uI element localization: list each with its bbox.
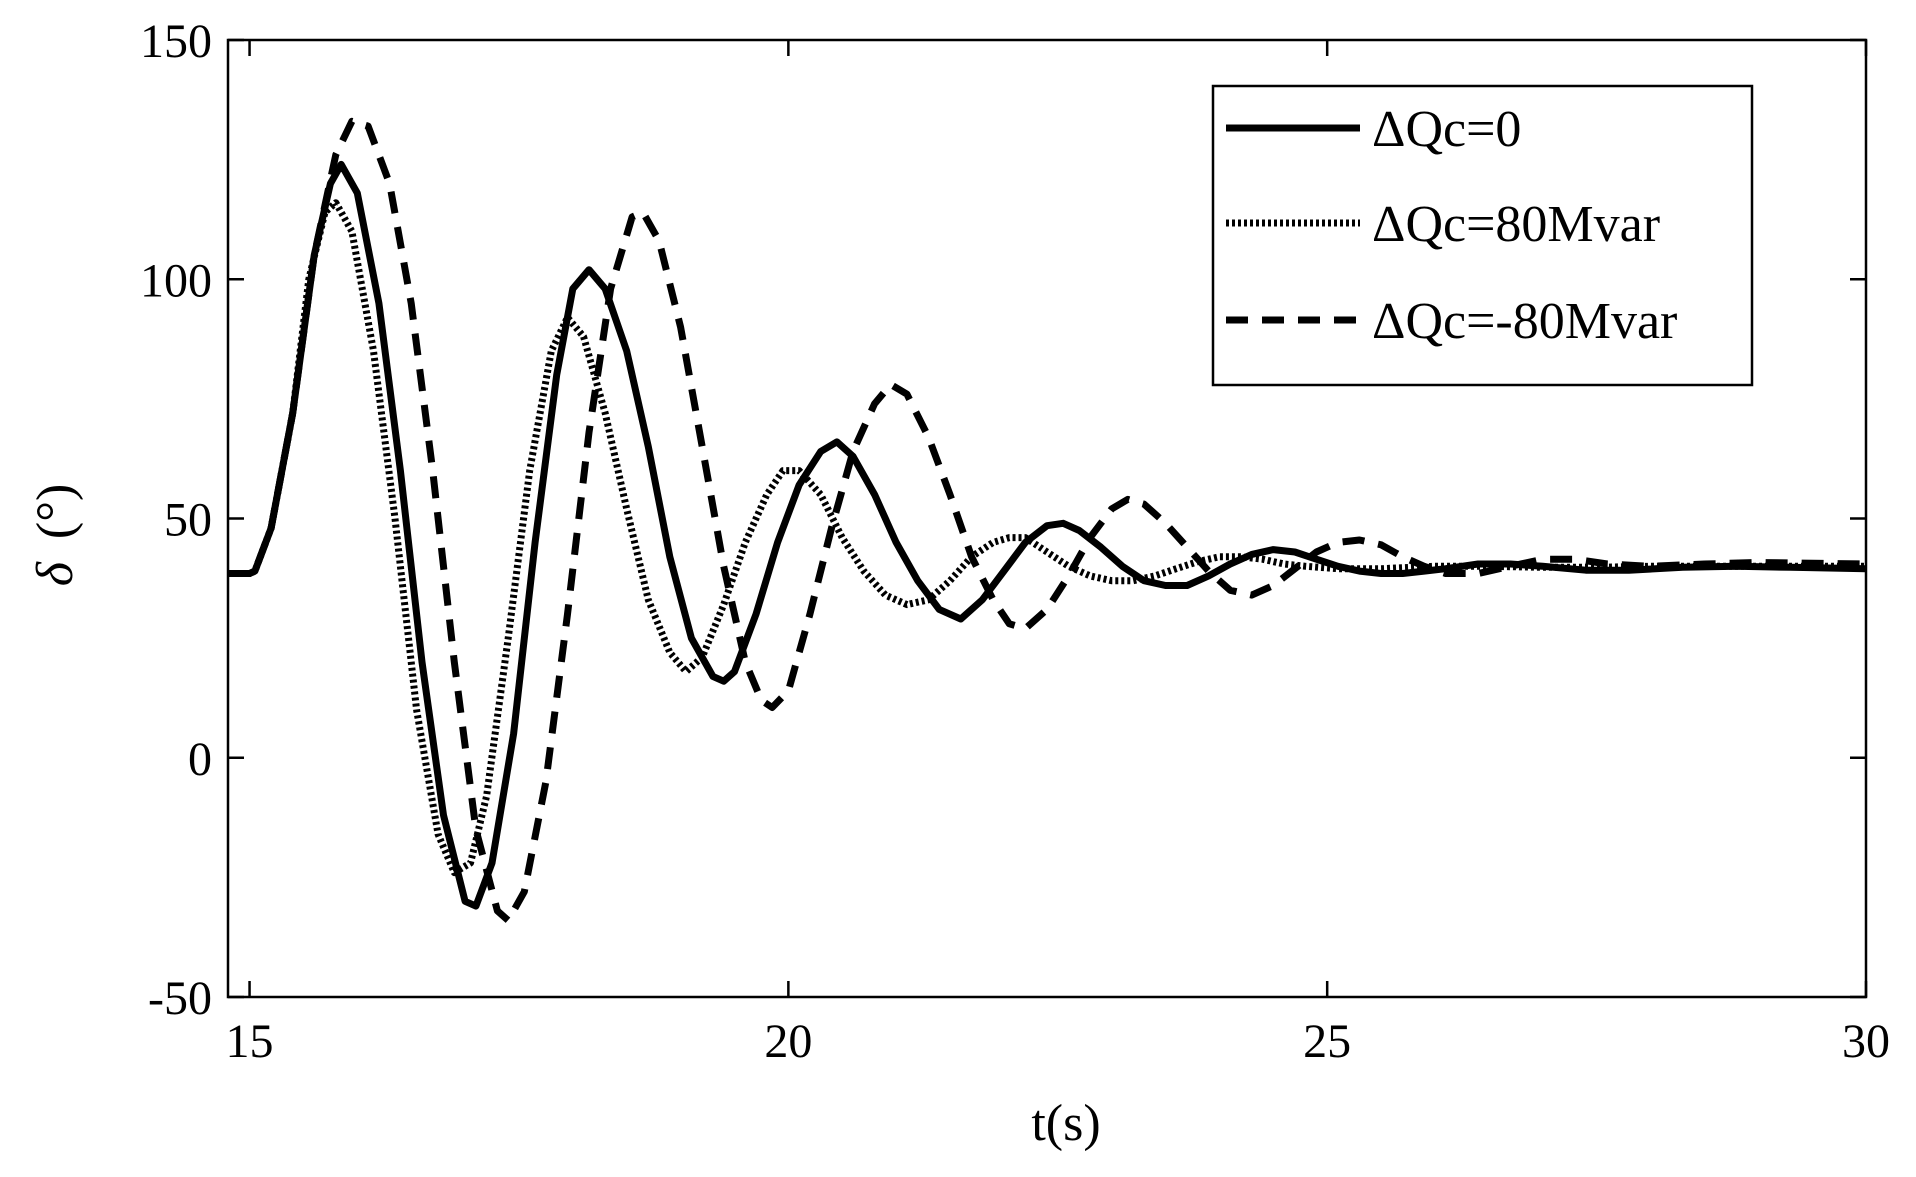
legend-box — [1211, 84, 1754, 387]
y-axis-label-unit: (°) — [27, 484, 84, 539]
y-tick-label-2: 50 — [164, 494, 212, 547]
legend-label-1: ΔQc=80Mvar — [1372, 196, 1660, 253]
series-line-2 — [228, 117, 1866, 924]
svg-text:δ (°): δ (°) — [27, 484, 84, 587]
y-tick-label-4: 150 — [140, 15, 212, 68]
ticks-layer: 15 20 25 30 -50 0 50 100 150 — [140, 15, 1890, 1068]
y-tick-label-0: -50 — [148, 972, 212, 1025]
series-line-0 — [228, 160, 1866, 910]
y-axis-label-symbol: δ — [27, 561, 84, 586]
x-tick-label-1: 20 — [764, 1015, 812, 1068]
x-tick-label-0: 15 — [226, 1015, 274, 1068]
x-axis-label: t(s) — [1031, 1095, 1100, 1152]
series-line-1 — [228, 199, 1866, 877]
legend-label-2: ΔQc=-80Mvar — [1372, 293, 1677, 350]
x-tick-label-2: 25 — [1303, 1015, 1351, 1068]
y-axis-label: δ (°) — [27, 484, 84, 587]
y-tick-label-1: 0 — [188, 733, 212, 786]
series-layer — [228, 117, 1866, 924]
x-tick-label-3: 30 — [1842, 1015, 1890, 1068]
legend-label-0: ΔQc=0 — [1372, 101, 1521, 158]
legend: ΔQc=0 ΔQc=80Mvar ΔQc=-80Mvar — [1211, 84, 1754, 387]
y-tick-label-3: 100 — [140, 254, 212, 307]
